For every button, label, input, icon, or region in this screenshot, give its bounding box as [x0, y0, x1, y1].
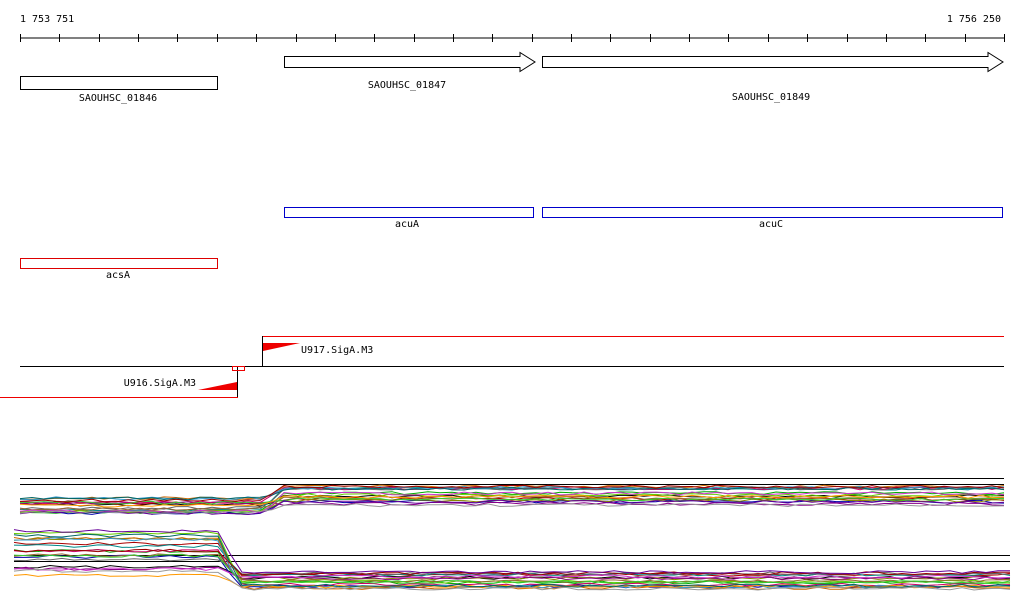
operon-box: [20, 258, 218, 269]
expression-trace: [19, 497, 1005, 505]
gene-arrow: [542, 51, 1004, 73]
promoter-triangle: [263, 343, 300, 351]
expression-trace: [19, 499, 1005, 515]
promoters: U917.SigA.M3 U916.SigA.M3: [0, 336, 1004, 398]
expression-panel-1: [19, 478, 1005, 515]
operon-box: [542, 207, 1003, 218]
expression-trace: [13, 553, 1011, 585]
expression-trace: [19, 503, 1005, 515]
expression-trace: [13, 568, 1011, 591]
ruler-ticks: [20, 34, 1005, 42]
promoter-triangle: [198, 382, 237, 390]
expression-trace: [19, 500, 1005, 506]
expression-panel-2: [13, 529, 1011, 591]
ruler-start: 1 753 751: [20, 14, 74, 25]
expression-trace: [13, 566, 1011, 581]
terminator-box: [232, 366, 245, 371]
operon-label: acsA: [106, 270, 130, 281]
gene-label: SAOUHSC_01846: [79, 93, 157, 104]
expression-trace: [13, 529, 1011, 575]
operon-box: [284, 207, 534, 218]
expression-trace: [19, 486, 1005, 501]
operons: acuA acuC acsA: [20, 207, 1003, 281]
operon-label: acuC: [759, 219, 783, 230]
expression-trace: [19, 484, 1005, 503]
expression-trace: [14, 567, 1011, 579]
expression-trace: [19, 494, 1005, 508]
gene-arrow: [284, 51, 536, 73]
gene-label: SAOUHSC_01847: [368, 80, 446, 91]
promoter-label: U917.SigA.M3: [301, 345, 373, 356]
operon-label: acuA: [395, 219, 419, 230]
ruler-end: 1 756 250: [947, 14, 1001, 25]
expression-trace: [13, 548, 1011, 576]
ruler: 1 753 751 1 756 250: [20, 14, 1005, 42]
expression-traces: [13, 529, 1011, 591]
expression-trace: [13, 533, 1011, 588]
promoter-label: U916.SigA.M3: [124, 378, 196, 389]
genes: SAOUHSC_01846 SAOUHSC_01847 SAOUHSC_0184…: [20, 51, 1004, 104]
gene-label: SAOUHSC_01849: [732, 92, 810, 103]
expression-traces: [19, 484, 1005, 515]
gene-box: [20, 76, 218, 90]
expression-trace: [13, 549, 1011, 587]
